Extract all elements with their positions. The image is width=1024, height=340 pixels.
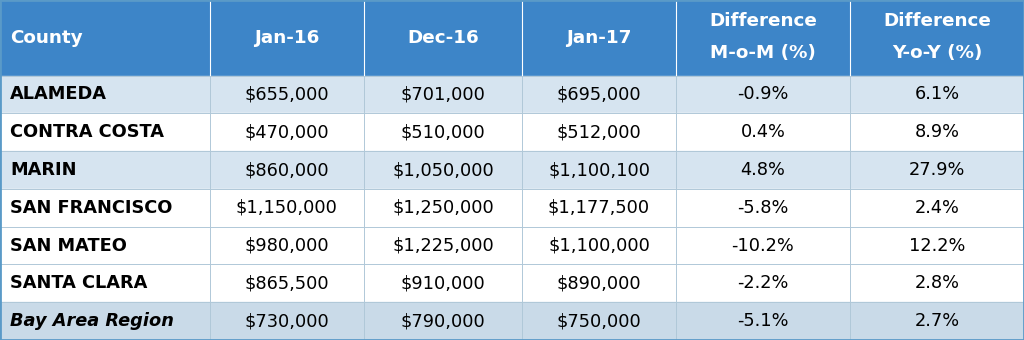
Text: 4.8%: 4.8% bbox=[740, 161, 785, 179]
Text: 2.8%: 2.8% bbox=[914, 274, 959, 292]
Text: $865,500: $865,500 bbox=[245, 274, 329, 292]
Text: $790,000: $790,000 bbox=[400, 312, 485, 330]
Text: $1,250,000: $1,250,000 bbox=[392, 199, 494, 217]
Text: 27.9%: 27.9% bbox=[908, 161, 966, 179]
Text: Jan-16: Jan-16 bbox=[254, 29, 319, 47]
Text: MARIN: MARIN bbox=[10, 161, 77, 179]
Text: 8.9%: 8.9% bbox=[914, 123, 959, 141]
Text: -2.2%: -2.2% bbox=[737, 274, 788, 292]
Text: -5.1%: -5.1% bbox=[737, 312, 788, 330]
Text: $890,000: $890,000 bbox=[557, 274, 641, 292]
Text: $512,000: $512,000 bbox=[557, 123, 641, 141]
Text: 0.4%: 0.4% bbox=[740, 123, 785, 141]
Text: $1,225,000: $1,225,000 bbox=[392, 237, 494, 255]
Text: $1,100,000: $1,100,000 bbox=[548, 237, 650, 255]
Text: Difference: Difference bbox=[709, 12, 817, 30]
Bar bbox=[0, 113, 1024, 151]
Text: -5.8%: -5.8% bbox=[737, 199, 788, 217]
Text: 12.2%: 12.2% bbox=[908, 237, 966, 255]
Text: 2.4%: 2.4% bbox=[914, 199, 959, 217]
Bar bbox=[0, 75, 1024, 113]
Text: Difference: Difference bbox=[883, 12, 991, 30]
Text: SANTA CLARA: SANTA CLARA bbox=[10, 274, 147, 292]
Bar bbox=[0, 151, 1024, 189]
Bar bbox=[0, 302, 1024, 340]
Text: $701,000: $701,000 bbox=[400, 85, 485, 103]
Text: SAN FRANCISCO: SAN FRANCISCO bbox=[10, 199, 173, 217]
Text: $980,000: $980,000 bbox=[245, 237, 329, 255]
Text: M-o-M (%): M-o-M (%) bbox=[710, 44, 816, 62]
Text: $1,150,000: $1,150,000 bbox=[236, 199, 338, 217]
Text: $860,000: $860,000 bbox=[245, 161, 329, 179]
Text: $910,000: $910,000 bbox=[400, 274, 485, 292]
Text: -10.2%: -10.2% bbox=[731, 237, 795, 255]
Text: -0.9%: -0.9% bbox=[737, 85, 788, 103]
Text: Dec-16: Dec-16 bbox=[407, 29, 479, 47]
Text: Jan-17: Jan-17 bbox=[566, 29, 632, 47]
Text: SAN MATEO: SAN MATEO bbox=[10, 237, 127, 255]
Text: $510,000: $510,000 bbox=[400, 123, 485, 141]
Text: $1,100,100: $1,100,100 bbox=[548, 161, 650, 179]
Text: ALAMEDA: ALAMEDA bbox=[10, 85, 108, 103]
Bar bbox=[0, 189, 1024, 227]
Text: $695,000: $695,000 bbox=[557, 85, 641, 103]
Text: $1,177,500: $1,177,500 bbox=[548, 199, 650, 217]
Text: $750,000: $750,000 bbox=[557, 312, 641, 330]
Text: Bay Area Region: Bay Area Region bbox=[10, 312, 174, 330]
Text: County: County bbox=[10, 29, 83, 47]
Text: Y-o-Y (%): Y-o-Y (%) bbox=[892, 44, 982, 62]
Text: CONTRA COSTA: CONTRA COSTA bbox=[10, 123, 164, 141]
Text: $730,000: $730,000 bbox=[245, 312, 329, 330]
Text: $470,000: $470,000 bbox=[245, 123, 329, 141]
Text: $655,000: $655,000 bbox=[245, 85, 329, 103]
Text: $1,050,000: $1,050,000 bbox=[392, 161, 494, 179]
Bar bbox=[0, 265, 1024, 302]
Text: 6.1%: 6.1% bbox=[914, 85, 959, 103]
Bar bbox=[0, 0, 1024, 75]
Text: 2.7%: 2.7% bbox=[914, 312, 959, 330]
Bar bbox=[0, 227, 1024, 265]
